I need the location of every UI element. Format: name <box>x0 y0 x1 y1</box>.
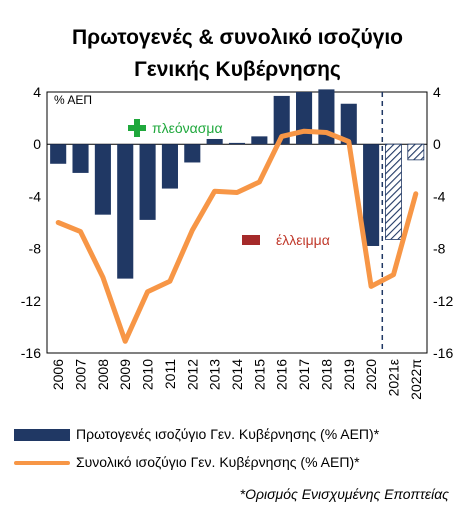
y-tick-label-right: -16 <box>433 345 453 361</box>
line-point-2013 <box>214 190 216 192</box>
bar-2009 <box>117 144 134 279</box>
bar-2012 <box>184 144 201 163</box>
x-tick-label: 2008 <box>95 359 111 390</box>
line-point-2008 <box>102 276 104 278</box>
bar-2017 <box>296 92 313 145</box>
surplus-label: πλεόνασμα <box>152 120 223 136</box>
legend-bar-swatch <box>14 429 70 442</box>
footnote: *Ορισμός Ενισχυμένης Εποπτείας <box>239 486 449 502</box>
bar-2008 <box>94 144 111 215</box>
chart-title-line1: Πρωτογενές & συνολικό ισοζύγιο <box>71 26 404 49</box>
line-point-2014 <box>236 191 238 193</box>
y-tick-label-right: -4 <box>433 188 446 204</box>
bar-2010 <box>139 144 156 220</box>
bar-2013 <box>206 138 223 145</box>
x-tick-label: 2011 <box>162 359 178 389</box>
y-axis-unit-label: % ΑΕΠ <box>54 93 92 107</box>
y-tick-label-left: -4 <box>29 188 42 204</box>
bar-2021ε <box>385 143 402 240</box>
bar-2019 <box>340 103 357 145</box>
legend-item-primary-balance: Πρωτογενές ισοζύγιο Γεν. Κυβέρνησης (% Α… <box>14 425 379 443</box>
line-point-2015 <box>258 181 260 183</box>
line-point-2021ε <box>392 274 394 276</box>
minus-icon <box>242 235 260 245</box>
overall-balance-line <box>55 128 419 344</box>
x-tick-label: 2012 <box>184 359 200 390</box>
deficit-label: έλλειμμα <box>276 232 330 248</box>
bar-2006 <box>50 144 67 164</box>
bar-2022π <box>407 143 425 161</box>
x-tick-label: 2014 <box>229 359 245 390</box>
y-tick-label-right: -8 <box>433 241 446 257</box>
y-tick-label-left: -12 <box>21 293 41 309</box>
line-point-2012 <box>191 229 193 231</box>
y-tick-label-right: -12 <box>433 293 453 309</box>
line-point-2009 <box>124 340 126 342</box>
legend-item-overall-balance: Συνολικό ισοζύγιο Γεν. Κυβέρνησης (% ΑΕΠ… <box>14 453 360 471</box>
y-tick-label-right: 4 <box>433 84 441 100</box>
line-point-2018 <box>325 131 327 133</box>
line-point-2020 <box>370 285 372 287</box>
x-tick-label: 2016 <box>274 359 290 390</box>
line-point-2019 <box>348 141 350 143</box>
x-tick-label: 2020 <box>363 359 379 390</box>
plot-frame <box>46 91 428 354</box>
bar-2016 <box>273 95 290 145</box>
bar-2007 <box>72 144 89 173</box>
x-tick-label: 2009 <box>117 359 133 390</box>
y-tick-label-left: -8 <box>29 241 42 257</box>
line-point-2006 <box>57 222 59 223</box>
bar-2014 <box>228 142 246 145</box>
x-tick-label: 2006 <box>50 359 66 390</box>
line-point-2007 <box>80 231 82 233</box>
line-point-2022π <box>415 193 417 195</box>
x-tick-label: 2007 <box>73 359 89 390</box>
plus-icon <box>128 119 146 137</box>
x-tick-label: 2022π <box>408 359 424 400</box>
line-point-2010 <box>147 291 149 293</box>
y-tick-label-left: -16 <box>21 345 41 361</box>
line-point-2016 <box>281 135 283 137</box>
y-tick-label-left: 4 <box>33 84 41 100</box>
chart-title-line2: Γενικής Κυβέρνησης <box>134 58 341 81</box>
x-tick-label: 2019 <box>341 359 357 390</box>
bar-2015 <box>251 136 268 145</box>
bar-2020 <box>363 144 380 246</box>
legend-line-label: Συνολικό ισοζύγιο Γεν. Κυβέρνησης (% ΑΕΠ… <box>76 454 360 470</box>
x-tick-label: 2015 <box>251 359 267 390</box>
y-tick-label-right: 0 <box>433 136 441 152</box>
legend-line-swatch <box>14 461 70 466</box>
chart-plot: 4 4 0 0 -4 -4 -8 -8 -12 -12 -16 -16 2006 2007 2008 200… <box>21 84 454 400</box>
x-tick-label: 2018 <box>318 359 334 390</box>
legend-bar-label: Πρωτογενές ισοζύγιο Γεν. Κυβέρνησης (% Α… <box>76 426 380 442</box>
x-tick-label: 2021ε <box>385 359 401 396</box>
x-tick-label: 2010 <box>140 359 156 390</box>
line-point-2011 <box>169 280 171 282</box>
x-tick-label: 2013 <box>207 359 223 390</box>
line-point-2017 <box>303 130 305 132</box>
bar-2011 <box>161 144 178 189</box>
y-tick-label-left: 0 <box>33 136 41 152</box>
x-tick-label: 2017 <box>296 359 312 390</box>
